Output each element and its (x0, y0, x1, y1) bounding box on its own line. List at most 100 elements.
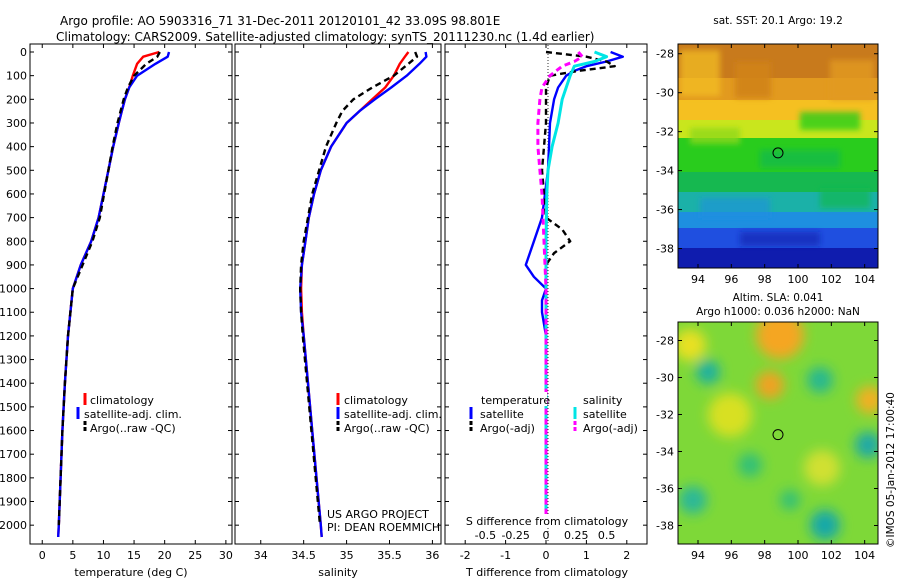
legend-label-satellite: satellite-adj. clim. (344, 408, 442, 421)
depth-tick-label: 700 (6, 212, 27, 225)
temperature-series (57, 50, 171, 538)
legend-label-temp-satellite: satellite (480, 408, 524, 421)
lon-tick-label: 98 (758, 273, 772, 286)
lat-tick-label: -36 (656, 483, 674, 496)
s-difference-tick-labels: -0.5 -0.25 0 0.25 0.5 (475, 529, 616, 542)
lat-tick-label: -32 (656, 126, 674, 139)
depth-tick-label: 1200 (0, 330, 27, 343)
lon-tick-label: 96 (724, 273, 738, 286)
lon-tick-label: 96 (724, 549, 738, 562)
x-tick-label: 5 (69, 549, 76, 562)
temperature-xlabel: temperature (deg C) (74, 566, 187, 579)
difference-panel: -2 -1 0 1 2 temperature salinity satellite A… (444, 43, 648, 579)
salinity-x-axis: 34 34.5 35 35.5 36 (254, 44, 439, 562)
lon-tick-label: 102 (821, 273, 842, 286)
lat-tick-label: -30 (656, 87, 674, 100)
depth-tick-label: 1900 (0, 496, 27, 509)
difference-series (524, 50, 624, 526)
salinity-xlabel: salinity (318, 566, 358, 579)
depth-tick-label: 1700 (0, 448, 27, 461)
x-tick-label: 34 (254, 549, 268, 562)
credit-line2: PI: DEAN ROEMMICH (327, 521, 440, 534)
sst-map-frame (677, 43, 879, 269)
depth-tick-label: 100 (6, 70, 27, 83)
salinity-series (299, 51, 428, 538)
lon-tick-label: 104 (854, 273, 875, 286)
lat-tick-label: -34 (656, 165, 674, 178)
legend-label-temp-argo: Argo(-adj) (480, 422, 535, 435)
depth-tick-label: 1300 (0, 354, 27, 367)
depth-tick-label: 900 (6, 259, 27, 272)
depth-tick-label: 1000 (0, 283, 27, 296)
depth-tick-label: 400 (6, 141, 27, 154)
x-tick-label: 35 (340, 549, 354, 562)
s-diff-tick-label: -0.25 (501, 529, 529, 542)
s-diff-tick-label: 0 (543, 529, 550, 542)
sla-field (678, 322, 878, 544)
lon-tick-label: 98 (758, 549, 772, 562)
difference-legend: temperature salinity satellite Argo(-adj… (469, 392, 638, 435)
lon-tick-label: 100 (788, 549, 809, 562)
temperature-panel: 0100200300400500600700800900100011001200… (0, 43, 233, 579)
depth-tick-label: 200 (6, 93, 27, 106)
sla-map-title: Altim. SLA: 0.041 (733, 292, 824, 304)
lat-tick-label: -32 (656, 409, 674, 422)
legend-title-background (479, 392, 547, 406)
x-tick-label: 2 (623, 549, 630, 562)
imos-watermark: ©IMOS 05-Jan-2012 17:00:40 (885, 392, 897, 548)
salinity-depth-ticks (235, 51, 441, 526)
temperature-axes-frame (29, 43, 233, 545)
s-axis-label-background (465, 514, 630, 528)
argo-float-marker (772, 429, 784, 441)
sst-field (678, 44, 878, 268)
temperature-legend: climatology satellite-adj. clim. Argo(..… (76, 393, 182, 435)
lat-tick-label: -34 (656, 446, 674, 459)
x-tick-label: 0 (543, 549, 550, 562)
t-difference-xlabel: T difference from climatology (465, 566, 628, 579)
lat-tick-label: -36 (656, 204, 674, 217)
lon-tick-label: 104 (854, 549, 875, 562)
sla-map-panel: Altim. SLA: 0.041 Argo h1000: 0.036 h200… (656, 292, 879, 562)
sst-map-title: sat. SST: 20.1 Argo: 19.2 (713, 15, 843, 27)
sst-map-panel: sat. SST: 20.1 Argo: 19.2 (656, 15, 879, 286)
x-tick-label: 30 (219, 549, 233, 562)
lat-tick-label: -38 (656, 243, 674, 256)
x-tick-label: 20 (158, 549, 172, 562)
lat-tick-label: -38 (656, 520, 674, 533)
temperature-x-axis: 0 5 10 15 20 25 30 (39, 44, 233, 562)
depth-tick-label: 800 (6, 235, 27, 248)
sla-map-subtitle: Argo h1000: 0.036 h2000: NaN (696, 306, 860, 318)
depth-tick-label: 2000 (0, 519, 27, 532)
credit-line1: US ARGO PROJECT (327, 508, 429, 521)
difference-depth-ticks (445, 51, 647, 526)
salinity-axes-frame (234, 43, 442, 545)
x-tick-label: 15 (127, 549, 141, 562)
legend-label-sal-argo: Argo(-adj) (583, 422, 638, 435)
sst-map-axes: 94 96 98 100 102 104 -28 -30 -32 -34 -36 -38 (656, 44, 878, 286)
legend-label-climatology: climatology (90, 394, 154, 407)
legend-label-satellite: satellite-adj. clim. (84, 408, 182, 421)
x-tick-label: 35.5 (377, 549, 402, 562)
salinity-panel: 34 34.5 35 35.5 36 climatology satellite-adj… (234, 43, 442, 579)
s-diff-tick-label: 0.5 (598, 529, 616, 542)
lat-tick-label: -28 (656, 335, 674, 348)
legend-label-argo: Argo(..raw -QC) (344, 422, 430, 435)
x-tick-label: 10 (96, 549, 110, 562)
difference-x-axis: -2 -1 0 1 2 (460, 44, 630, 562)
depth-axis: 0 100 200 300 400 500 600 700 800 900 1000 1100 1200… (0, 46, 232, 532)
lat-tick-label: -30 (656, 372, 674, 385)
depth-tick-label: 1800 (0, 472, 27, 485)
depth-tick-label: 1100 (0, 306, 27, 319)
series-line-argo-raw-qc (299, 51, 419, 526)
depth-tick-label: 1600 (0, 425, 27, 438)
legend-title-temperature: temperature (481, 394, 550, 407)
legend-title-salinity: salinity (583, 394, 623, 407)
x-tick-label: -2 (460, 549, 471, 562)
x-tick-label: 34.5 (291, 549, 316, 562)
depth-tick-label: 300 (6, 117, 27, 130)
lon-tick-label: 102 (821, 549, 842, 562)
legend-label-climatology: climatology (344, 394, 408, 407)
x-tick-label: -1 (500, 549, 511, 562)
series-line-salinity-argo-adj (536, 51, 584, 526)
